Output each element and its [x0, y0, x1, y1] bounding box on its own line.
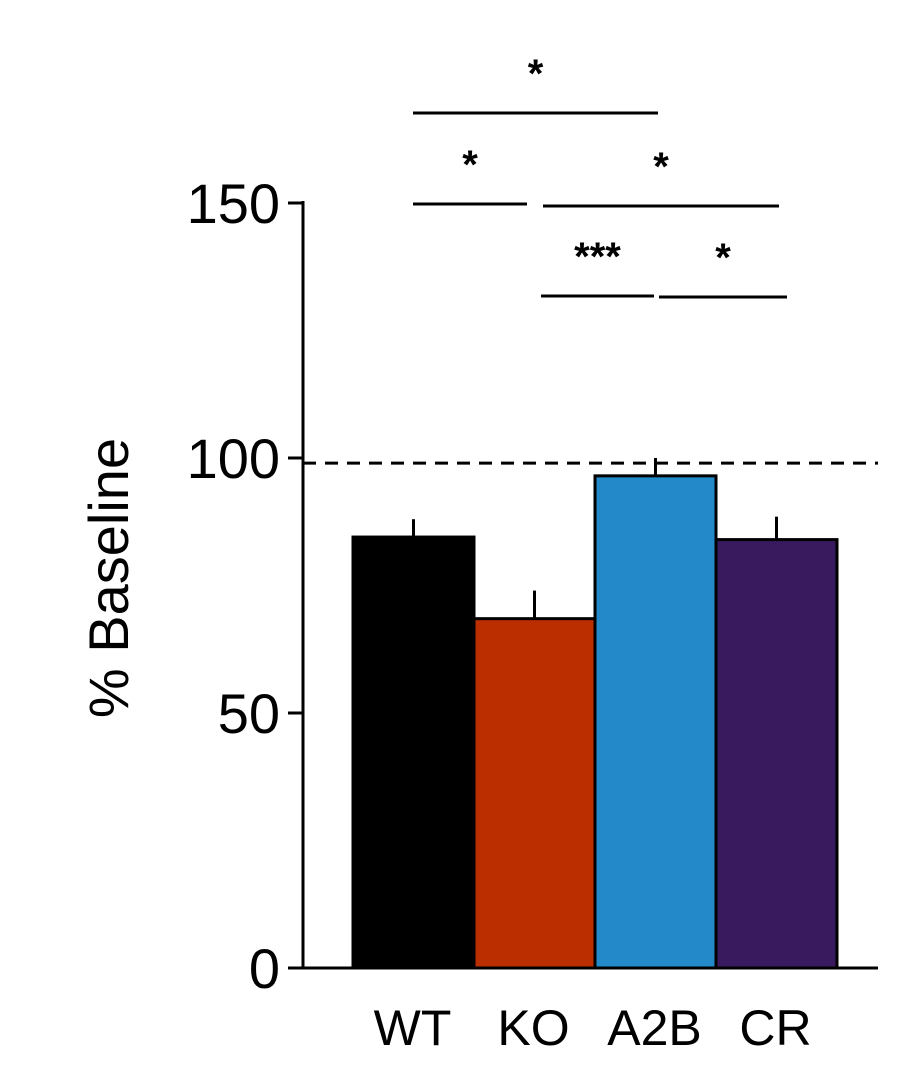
significance-a2b-cr-label: * [715, 236, 731, 280]
x-tick-label-cr: CR [739, 1000, 811, 1056]
y-tick-label-150: 150 [187, 172, 280, 235]
significance-layer: ** **** * [413, 52, 787, 299]
y-tick-label-0: 0 [249, 937, 280, 1000]
significance-ko-a2b-label: *** [574, 235, 621, 279]
y-tick-label-50: 50 [218, 682, 280, 745]
significance-ko-cr-label: * [653, 145, 669, 189]
x-tick-label-wt: WT [374, 1000, 452, 1056]
error-bars-layer [412, 458, 778, 619]
bars-layer [351, 474, 839, 970]
axes-layer: 0 50 100 150 WT KO A2B CR [187, 172, 878, 1056]
bar-cr [714, 538, 839, 970]
y-tick-label-100: 100 [187, 427, 280, 490]
bar-a2b [593, 474, 718, 970]
bar-ko [472, 617, 597, 970]
significance-wt-a2b-label: * [528, 52, 544, 96]
y-axis-label: % Baseline [77, 438, 140, 718]
bar-wt [351, 535, 476, 970]
significance-wt-ko-label: * [462, 143, 478, 187]
x-tick-label-ko: KO [497, 1000, 569, 1056]
x-tick-label-a2b: A2B [607, 1000, 702, 1056]
